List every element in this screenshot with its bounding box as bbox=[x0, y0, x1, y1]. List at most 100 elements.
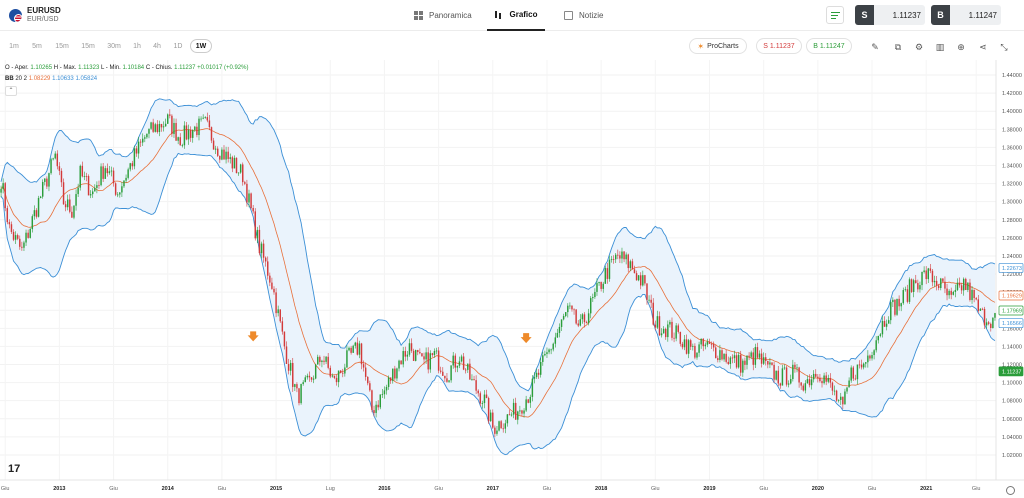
x-tick-label: Giu bbox=[1, 486, 10, 492]
candle-body bbox=[321, 360, 323, 363]
sell-button[interactable]: S 1.11237 bbox=[855, 5, 925, 25]
timeframe-15m-b[interactable]: 15m bbox=[81, 42, 95, 50]
candle-body bbox=[258, 229, 261, 254]
candle-body bbox=[727, 361, 729, 364]
candle-body bbox=[594, 291, 596, 298]
timeframe-15m[interactable]: 15m bbox=[55, 42, 69, 50]
candle-body bbox=[833, 390, 836, 392]
candle-body bbox=[135, 148, 138, 154]
candle-body bbox=[360, 343, 363, 365]
candle-body bbox=[477, 390, 479, 394]
candle-body bbox=[598, 281, 600, 284]
symbol-subtitle: EUR/USD bbox=[27, 16, 59, 23]
candle-body bbox=[581, 314, 584, 320]
timeframe-1h[interactable]: 1h bbox=[133, 42, 141, 50]
timeframe-1m[interactable]: 1m bbox=[9, 42, 19, 50]
candle-body bbox=[227, 151, 229, 159]
candle-body bbox=[829, 377, 832, 383]
y-tick-label: 1.34000 bbox=[1002, 164, 1022, 170]
indicators-icon[interactable]: ⧉ bbox=[894, 42, 902, 52]
candle-body bbox=[404, 351, 407, 357]
expand-icon[interactable]: ⤡ bbox=[1000, 42, 1008, 52]
timeframe-30m[interactable]: 30m bbox=[107, 42, 121, 50]
candle-body bbox=[592, 297, 594, 299]
candle-body bbox=[831, 382, 834, 391]
candle-body bbox=[229, 157, 231, 159]
watchlist-add-icon bbox=[830, 11, 840, 19]
tab-panoramica[interactable]: Panoramica bbox=[414, 0, 472, 31]
candle-body bbox=[585, 322, 588, 324]
candle-body bbox=[221, 149, 223, 160]
candle-body bbox=[502, 428, 504, 430]
candle-body bbox=[160, 123, 163, 128]
add-icon[interactable]: ⊕ bbox=[957, 42, 965, 52]
candle-body bbox=[696, 352, 698, 358]
timeframe-1d[interactable]: 1D bbox=[173, 42, 183, 50]
settings-icon[interactable]: ⚙ bbox=[914, 42, 924, 52]
price-chart[interactable]: 1.44000 1.42000 1.40000 1.38000 1.36000 1.340… bbox=[0, 60, 1024, 498]
pencil-icon[interactable]: ✎ bbox=[871, 42, 879, 52]
candle-body bbox=[464, 369, 467, 371]
candle-body bbox=[856, 364, 859, 380]
candle-body bbox=[796, 367, 798, 369]
candle-body bbox=[250, 193, 252, 209]
candle-body bbox=[292, 362, 294, 387]
tab-grafico[interactable]: Grafico bbox=[487, 0, 545, 31]
candle-body bbox=[877, 335, 880, 341]
watchlist-button[interactable] bbox=[826, 6, 844, 24]
candle-body bbox=[264, 257, 267, 262]
sell-pill-button[interactable]: S 1.11237 bbox=[756, 38, 802, 54]
event-arrow-icon bbox=[247, 331, 259, 342]
tab-label: Panoramica bbox=[429, 11, 472, 20]
timeframe-1w[interactable]: 1W bbox=[190, 39, 212, 53]
candle-body bbox=[29, 229, 31, 238]
bollinger-legend[interactable]: BB 20 2 1.08229 1.10633 1.05824 bbox=[5, 76, 97, 82]
candle-body bbox=[41, 181, 44, 197]
share-icon[interactable]: ⋖ bbox=[979, 42, 987, 52]
tab-notizie[interactable]: Notizie bbox=[564, 0, 603, 31]
candle-body bbox=[269, 275, 271, 283]
candle-body bbox=[473, 379, 475, 381]
candle-body bbox=[662, 328, 665, 334]
candle-body bbox=[902, 290, 905, 304]
candle-body bbox=[6, 208, 9, 223]
x-tick-label: Giu bbox=[972, 486, 981, 492]
chart-settings-icon[interactable] bbox=[1006, 486, 1015, 495]
candle-body bbox=[862, 363, 865, 368]
candle-body bbox=[765, 357, 767, 361]
candle-body bbox=[94, 187, 96, 192]
candle-body bbox=[577, 323, 579, 326]
candle-body bbox=[389, 377, 392, 381]
candle-body bbox=[779, 383, 782, 386]
candle-body bbox=[677, 325, 679, 332]
candle-body bbox=[196, 126, 198, 136]
candle-body bbox=[144, 137, 146, 139]
open-value: 1.10265 bbox=[30, 65, 53, 71]
candle-body bbox=[431, 353, 434, 355]
candle-body bbox=[846, 387, 848, 392]
collapse-legend-button[interactable]: ⌃ bbox=[5, 86, 17, 96]
candle-body bbox=[812, 373, 815, 380]
candle-body bbox=[919, 285, 921, 290]
candle-body bbox=[948, 290, 950, 296]
candle-body bbox=[960, 285, 963, 291]
candle-body bbox=[558, 326, 561, 333]
candle-body bbox=[87, 176, 90, 196]
timeframe-5m[interactable]: 5m bbox=[32, 42, 42, 50]
y-tick-label: 1.38000 bbox=[1002, 127, 1022, 133]
candle-body bbox=[310, 377, 313, 380]
buy-tag: B bbox=[931, 5, 950, 25]
buy-button[interactable]: B 1.11247 bbox=[931, 5, 1001, 25]
buy-pill-button[interactable]: B 1.11247 bbox=[806, 38, 852, 54]
candle-body bbox=[962, 278, 965, 291]
timeframe-4h[interactable]: 4h bbox=[153, 42, 161, 50]
candle-body bbox=[189, 129, 192, 138]
candle-body bbox=[521, 410, 523, 414]
procharts-button[interactable]: ✶ ProCharts bbox=[689, 38, 747, 54]
candle-body bbox=[681, 343, 684, 348]
candle-body bbox=[10, 224, 13, 232]
candle-body bbox=[421, 353, 423, 357]
candle-body bbox=[883, 321, 886, 327]
candle-body bbox=[102, 166, 104, 179]
bar-chart-icon[interactable]: ▥ bbox=[935, 42, 945, 52]
